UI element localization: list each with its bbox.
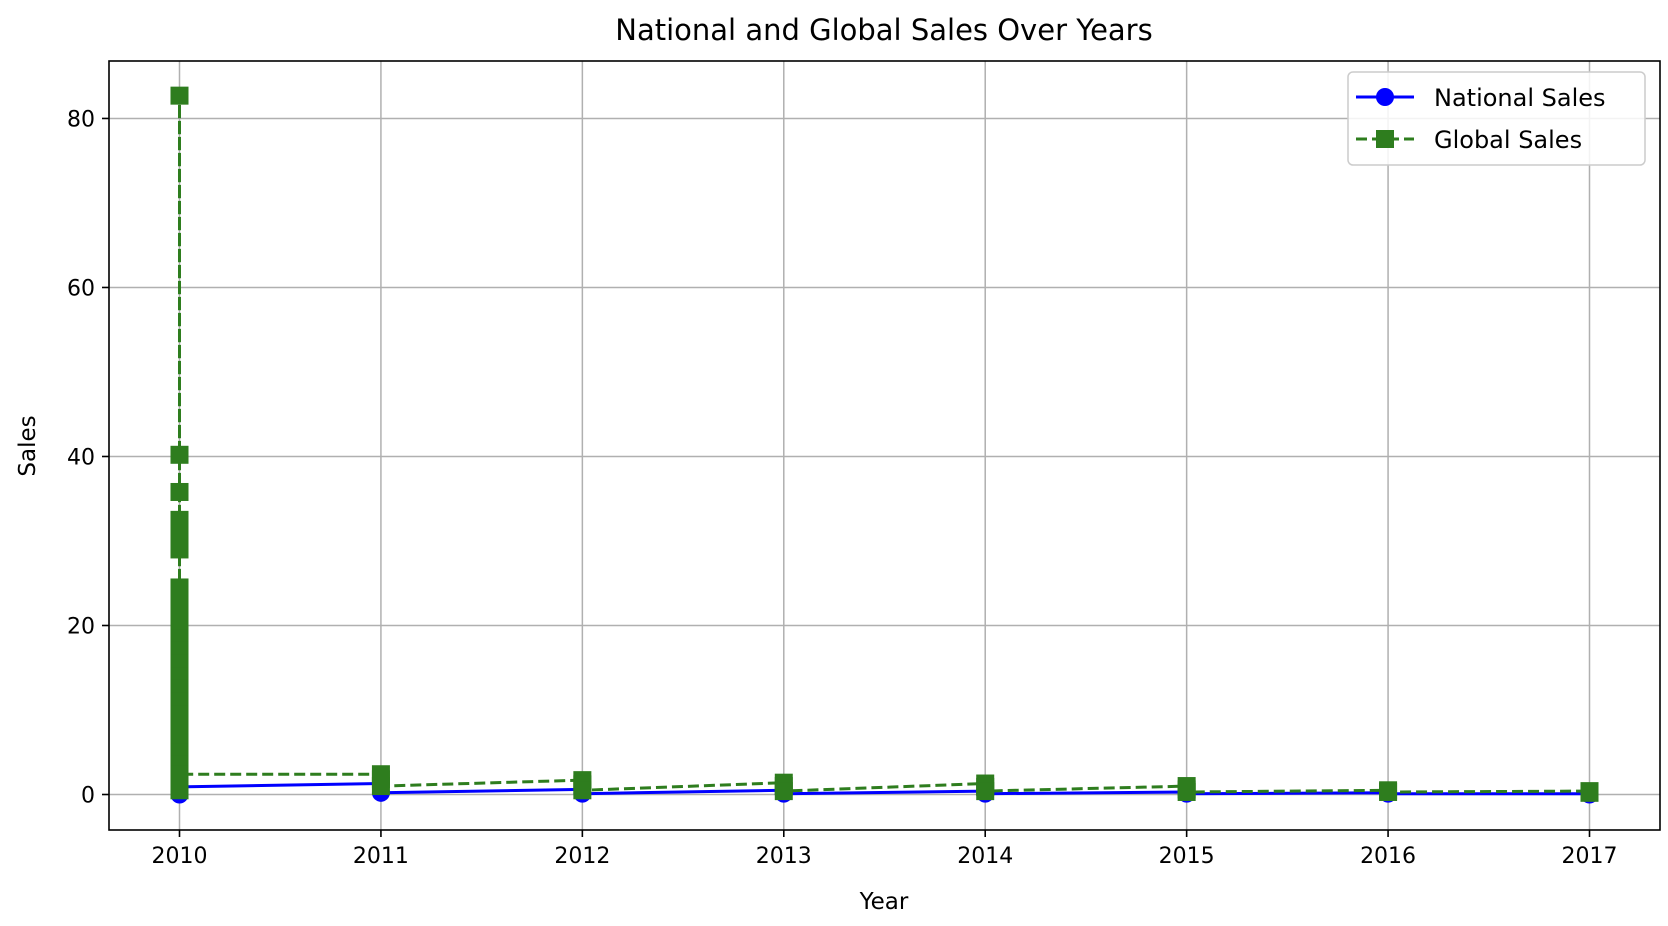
x-tick-label: 2011 [353,844,409,869]
legend-national-marker [1376,88,1394,106]
x-tick-label: 2015 [1159,844,1215,869]
x-axis: 2010 2011 2012 2013 2014 2015 2016 2017 [152,830,1618,869]
x-tick-label: 2013 [756,844,812,869]
legend-national-label: National Sales [1434,84,1606,112]
global-sales-point [170,445,189,464]
x-tick-label: 2017 [1562,844,1618,869]
y-tick-label: 0 [81,784,95,809]
global-sales-point [1379,782,1398,801]
chart-title: National and Global Sales Over Years [615,13,1152,47]
legend-global-label: Global Sales [1434,126,1582,154]
global-sales-point [1580,783,1599,802]
x-tick-label: 2016 [1360,844,1416,869]
global-sales-point [371,777,390,796]
series-layer [170,86,1599,804]
global-sales-point [170,482,189,501]
plot-frame [108,60,1661,831]
x-axis-title: Year [859,889,909,915]
global-sales-point [170,540,189,559]
legend: National Sales Global Sales [1347,71,1646,166]
y-tick-label: 60 [67,276,95,301]
x-tick-label: 2010 [152,844,208,869]
global-sales-point [170,765,189,784]
global-sales-point [976,782,995,801]
x-tick-label: 2012 [554,844,610,869]
global-sales-point [170,523,189,542]
global-sales-point [170,781,189,800]
y-tick-label: 40 [67,445,95,470]
legend-frame [1347,71,1646,166]
y-axis-title: Sales [15,415,41,476]
y-axis: 0 20 40 60 80 [67,107,109,809]
legend-global-marker [1376,130,1394,148]
global-sales-point [1177,782,1196,801]
y-tick-label: 80 [67,107,95,132]
x-tick-label: 2014 [957,844,1013,869]
y-tick-label: 20 [67,614,95,639]
grid [109,61,1660,830]
global-sales-point [573,781,592,800]
global-sales-point [170,86,189,105]
global-sales-point [774,782,793,801]
